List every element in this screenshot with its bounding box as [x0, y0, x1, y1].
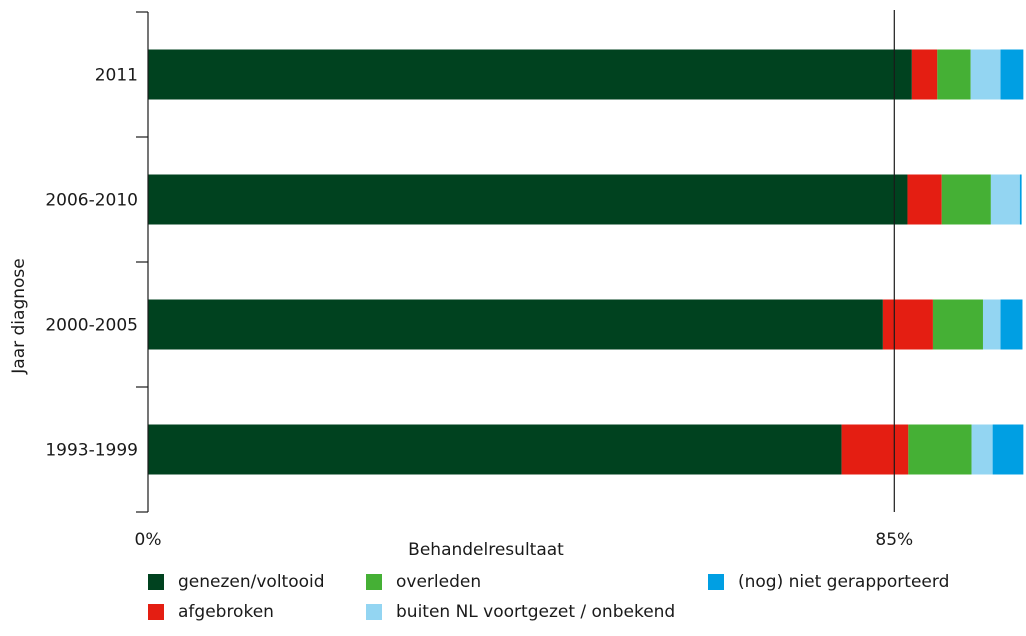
y-tick-label: 1993-1999: [45, 441, 138, 461]
bar-2000-2005-series-0: [148, 299, 883, 350]
bar-2000-2005-series-4: [1000, 299, 1023, 350]
bar-1993-1999-series-1: [841, 424, 909, 475]
bar-2006-2010-series-1: [907, 174, 942, 225]
legend-swatch: [708, 574, 724, 590]
y-tick-label: 2000-2005: [45, 316, 138, 336]
y-tick-label: 2006-2010: [45, 191, 138, 211]
legend-item: (nog) niet gerapporteerd: [708, 572, 949, 592]
bar-1993-1999-series-4: [992, 424, 1024, 475]
bar-2011-series-2: [937, 49, 971, 100]
legend-swatch: [366, 604, 382, 620]
y-axis-title: Jaar diagnose: [9, 258, 29, 374]
bar-2011-series-3: [970, 49, 1001, 100]
bar-1993-1999-series-3: [971, 424, 993, 475]
bar-2000-2005-series-3: [982, 299, 1001, 350]
bar-2000-2005-series-1: [882, 299, 933, 350]
legend-label: genezen/voltooid: [178, 572, 325, 592]
bar-2006-2010-series-2: [941, 174, 991, 225]
x-axis-title: Behandelresultaat: [408, 540, 564, 560]
bar-2011-series-4: [1000, 49, 1024, 100]
x-tick-label-85: 85%: [875, 530, 913, 550]
bar-2011-series-0: [148, 49, 912, 100]
bar-2006-2010-series-3: [990, 174, 1020, 225]
legend-swatch: [148, 604, 164, 620]
bar-2006-2010-series-4: [1019, 174, 1022, 225]
legend-label: buiten NL voortgezet / onbekend: [396, 602, 676, 622]
bar-2006-2010-series-0: [148, 174, 908, 225]
legend-swatch: [366, 574, 382, 590]
legend-swatch: [148, 574, 164, 590]
bar-1993-1999-series-2: [908, 424, 972, 475]
legend-item: overleden: [366, 572, 481, 592]
legend-label: overleden: [396, 572, 482, 592]
legend-item: buiten NL voortgezet / onbekend: [366, 602, 675, 622]
bar-2000-2005-series-2: [932, 299, 983, 350]
legend-item: genezen/voltooid: [148, 572, 325, 592]
bar-2011-series-1: [911, 49, 938, 100]
legend-item: afgebroken: [148, 602, 274, 622]
x-tick-label-0: 0%: [135, 530, 162, 550]
legend-label: (nog) niet gerapporteerd: [738, 572, 950, 592]
legend-label: afgebroken: [178, 602, 274, 622]
y-tick-label: 2011: [95, 66, 138, 86]
bar-1993-1999-series-0: [148, 424, 842, 475]
